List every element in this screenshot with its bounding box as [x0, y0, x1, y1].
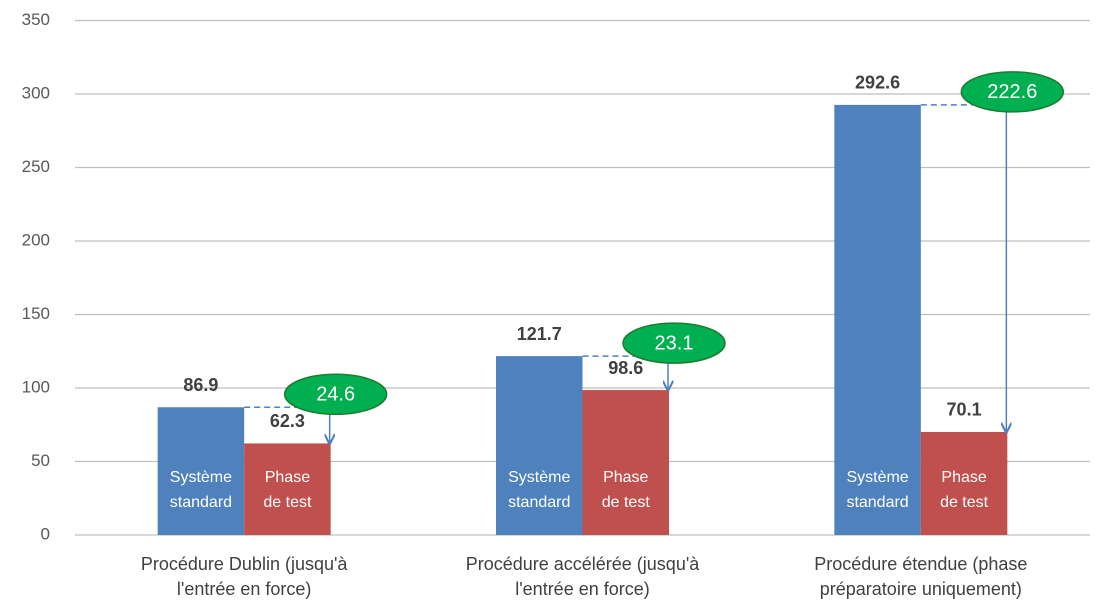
y-tick-label: 250 [22, 157, 50, 176]
bar-series-label: de test [940, 494, 989, 511]
value-label: 62.3 [270, 411, 305, 431]
y-tick-label: 50 [31, 451, 50, 470]
bar [920, 431, 1008, 535]
y-tick-label: 100 [22, 377, 50, 396]
bar-series-label: Phase [941, 469, 986, 486]
value-label: 121.7 [517, 324, 562, 344]
bar [496, 356, 583, 535]
y-tick-label: 350 [22, 10, 50, 29]
y-tick-label: 200 [22, 230, 50, 249]
bar-series-label: de test [602, 494, 651, 511]
difference-label: 24.6 [316, 384, 355, 406]
bar-series-label: Système [846, 469, 908, 486]
value-label: 70.1 [947, 400, 982, 420]
difference-label: 23.1 [655, 332, 694, 354]
value-label: 292.6 [855, 73, 900, 93]
bar [244, 443, 331, 535]
difference-badge [960, 71, 1065, 113]
bar-series-label: Système [170, 469, 232, 486]
bar-series-label: Phase [603, 469, 648, 486]
x-tick-label: préparatoire uniquement) [820, 579, 1022, 599]
bar-series-label: standard [846, 494, 908, 511]
bar-series-label: standard [508, 494, 570, 511]
bar-series-label: Système [508, 469, 570, 486]
bar [157, 407, 245, 535]
value-label: 98.6 [608, 358, 643, 378]
difference-badge [283, 373, 388, 416]
x-tick-label: Procédure étendue (phase [814, 554, 1027, 574]
x-tick-label: Procédure Dublin (jusqu'à [141, 554, 349, 574]
x-tick-label: l'entrée en force) [177, 579, 312, 599]
y-tick-label: 0 [41, 524, 50, 543]
bar-series-label: de test [263, 494, 312, 511]
x-tick-label: l'entrée en force) [515, 579, 650, 599]
y-tick-label: 300 [22, 83, 50, 102]
y-tick-label: 150 [22, 304, 50, 323]
difference-badge [622, 322, 726, 364]
bar-series-label: standard [170, 494, 232, 511]
value-label: 86.9 [183, 375, 218, 395]
bar [834, 104, 921, 536]
bar [582, 390, 669, 535]
bar-series-label: Phase [265, 469, 310, 486]
difference-label: 222.6 [987, 81, 1037, 103]
x-tick-label: Procédure accélérée (jusqu'à [466, 554, 701, 574]
